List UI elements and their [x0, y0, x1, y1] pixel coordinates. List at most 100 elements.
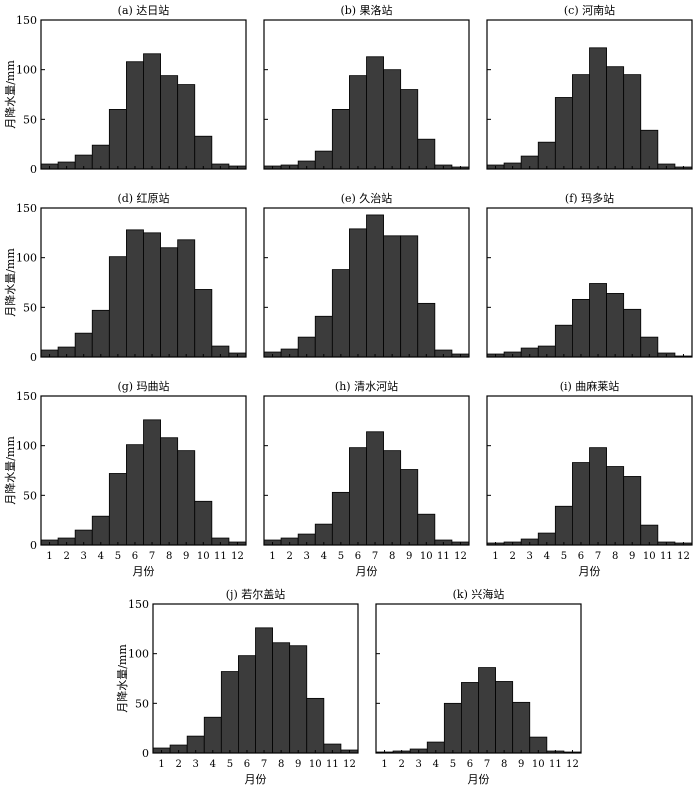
x-tick-label: 8 — [389, 551, 395, 562]
plot-frame — [40, 395, 247, 546]
x-tick-label: 9 — [518, 759, 524, 770]
bar — [623, 308, 642, 358]
bar — [383, 69, 402, 170]
x-tick-label: 8 — [278, 759, 284, 770]
bar — [160, 247, 179, 358]
panel-title: (j) 若尔盖站 — [226, 587, 286, 601]
bar — [554, 97, 573, 170]
y-tick-label: 0 — [30, 163, 37, 176]
plot-frame — [40, 19, 247, 170]
x-tick-label: 11 — [549, 759, 562, 770]
bar — [331, 269, 350, 358]
bar — [572, 74, 590, 170]
x-tick-label: 7 — [595, 551, 601, 562]
bar — [495, 681, 514, 754]
bar — [572, 298, 590, 358]
bar — [143, 419, 161, 546]
panel-title: (k) 兴海站 — [453, 587, 505, 601]
bar — [126, 61, 144, 170]
y-tick-label: 0 — [142, 747, 149, 760]
x-tick-label: 6 — [244, 759, 250, 770]
bar — [108, 109, 127, 170]
x-axis-label: 月份 — [468, 773, 490, 786]
x-tick-label: 6 — [355, 551, 361, 562]
bar — [417, 513, 436, 546]
x-tick-label: 5 — [561, 551, 567, 562]
x-tick-label: 12 — [454, 551, 467, 562]
plot-frame — [486, 395, 693, 546]
x-tick-label: 10 — [420, 551, 433, 562]
bar — [177, 239, 196, 358]
x-tick-label: 2 — [398, 759, 404, 770]
y-tick-label: 0 — [30, 539, 37, 552]
plot-frame — [263, 395, 470, 546]
bar — [417, 302, 436, 358]
x-axis-label: 月份 — [579, 565, 601, 578]
y-axis-label: 月降水量/mm — [3, 60, 17, 129]
y-tick-label: 100 — [128, 648, 149, 661]
bar — [349, 228, 367, 358]
panel-title: (c) 河南站 — [564, 3, 615, 17]
y-tick-label: 150 — [128, 598, 149, 611]
panel-title: (f) 玛多站 — [565, 191, 614, 205]
plot-frame — [263, 207, 470, 358]
chart-panel-5: (f) 玛多站 — [486, 191, 693, 358]
y-tick-label: 0 — [30, 351, 37, 364]
bar — [623, 74, 642, 170]
x-tick-label: 9 — [295, 759, 301, 770]
x-tick-label: 3 — [527, 551, 533, 562]
bar — [606, 293, 625, 358]
bar — [640, 129, 659, 170]
bar — [108, 256, 127, 358]
bar — [203, 716, 222, 754]
x-tick-label: 2 — [509, 551, 515, 562]
x-tick-label: 8 — [166, 551, 172, 562]
x-tick-label: 6 — [132, 551, 138, 562]
x-tick-label: 12 — [343, 759, 356, 770]
x-tick-label: 4 — [321, 551, 327, 562]
bar — [537, 141, 556, 170]
bar — [289, 645, 308, 754]
plot-frame — [263, 19, 470, 170]
x-tick-label: 10 — [643, 551, 656, 562]
chart-panel-0: (a) 达日站 0 50 100 150 月降水量/mm — [3, 3, 247, 176]
bar — [383, 450, 402, 546]
x-tick-label: 3 — [81, 551, 87, 562]
x-tick-label: 4 — [433, 759, 439, 770]
x-tick-label: 12 — [231, 551, 244, 562]
bar — [478, 667, 496, 754]
bar — [194, 289, 213, 358]
x-tick-label: 8 — [612, 551, 618, 562]
x-tick-label: 1 — [381, 759, 387, 770]
bar — [74, 332, 93, 358]
x-tick-label: 11 — [660, 551, 673, 562]
panel-title: (h) 清水河站 — [335, 379, 398, 393]
x-tick-label: 4 — [210, 759, 216, 770]
bar — [331, 491, 350, 546]
x-tick-label: 2 — [286, 551, 292, 562]
x-tick-label: 11 — [437, 551, 450, 562]
y-tick-label: 100 — [16, 252, 37, 265]
x-axis-label: 月份 — [356, 565, 378, 578]
x-tick-label: 2 — [63, 551, 69, 562]
bar — [160, 75, 179, 170]
bar — [366, 214, 384, 358]
chart-panel-1: (b) 果洛站 — [263, 3, 470, 170]
y-tick-label: 50 — [23, 301, 37, 314]
x-tick-label: 8 — [501, 759, 507, 770]
bar — [443, 702, 462, 754]
x-tick-label: 5 — [450, 759, 456, 770]
y-tick-label: 50 — [23, 113, 37, 126]
bar — [194, 135, 213, 170]
bar — [255, 627, 273, 754]
bar — [512, 701, 531, 754]
bar — [194, 500, 213, 546]
panel-title: (e) 久治站 — [341, 191, 393, 205]
x-tick-label: 7 — [261, 759, 267, 770]
bar — [91, 144, 110, 170]
bar — [554, 324, 573, 358]
bar — [417, 138, 436, 170]
bar — [91, 515, 110, 546]
